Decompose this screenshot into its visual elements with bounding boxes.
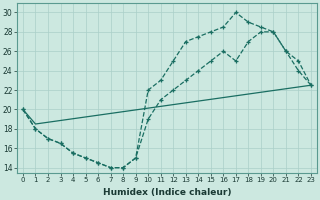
X-axis label: Humidex (Indice chaleur): Humidex (Indice chaleur) [103, 188, 231, 197]
